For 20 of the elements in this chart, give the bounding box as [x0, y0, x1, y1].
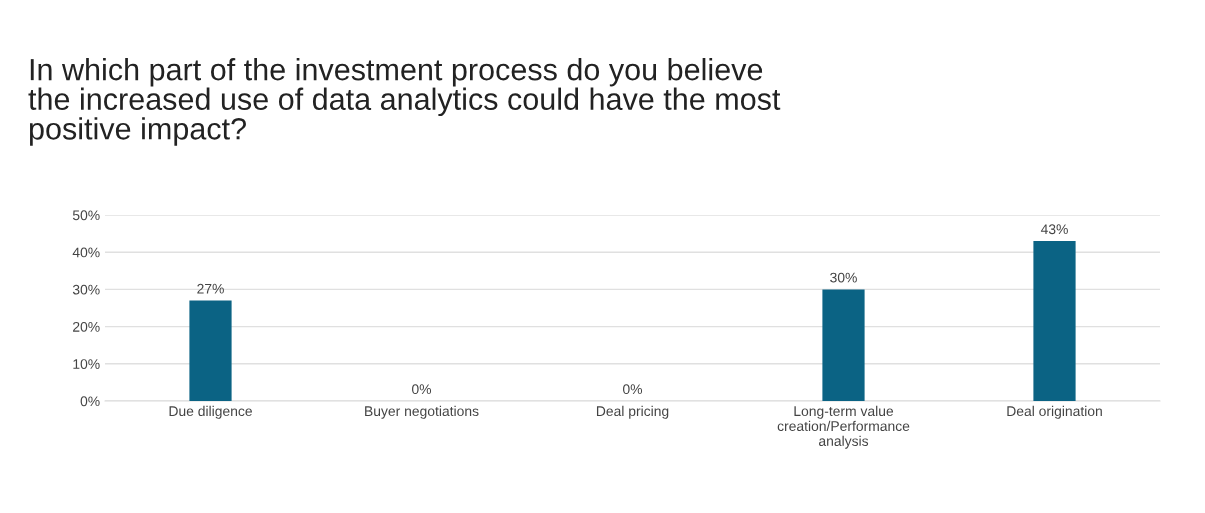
data-label: 27%: [197, 283, 224, 294]
data-label: 30%: [830, 272, 857, 283]
x-tick-label: Buyer negotiations: [365, 405, 479, 419]
bar: [189, 300, 232, 401]
y-tick-label: 30%: [72, 284, 100, 295]
y-tick-label: 50%: [72, 210, 100, 221]
y-tick-label: 10%: [73, 359, 100, 369]
data-label: 0%: [623, 384, 643, 395]
data-label: 0%: [412, 384, 432, 395]
data-label: 43%: [1040, 224, 1068, 235]
x-tick-label: Deal pricing: [596, 405, 669, 419]
x-tick-label: Due diligence: [169, 405, 252, 419]
bar: [822, 289, 865, 401]
y-tick-label: 0%: [80, 396, 100, 407]
bar: [1033, 241, 1076, 401]
chart-title: In which part of the investment process do you believe the increased use of data analytics could have the most positive impact?: [28, 58, 781, 146]
x-tick-label: Deal origination: [1007, 405, 1102, 419]
y-tick-label: 40%: [72, 247, 100, 258]
y-tick-label: 20%: [73, 321, 100, 332]
x-tick-label: Long-term value creation/Performance analysis: [777, 405, 910, 449]
